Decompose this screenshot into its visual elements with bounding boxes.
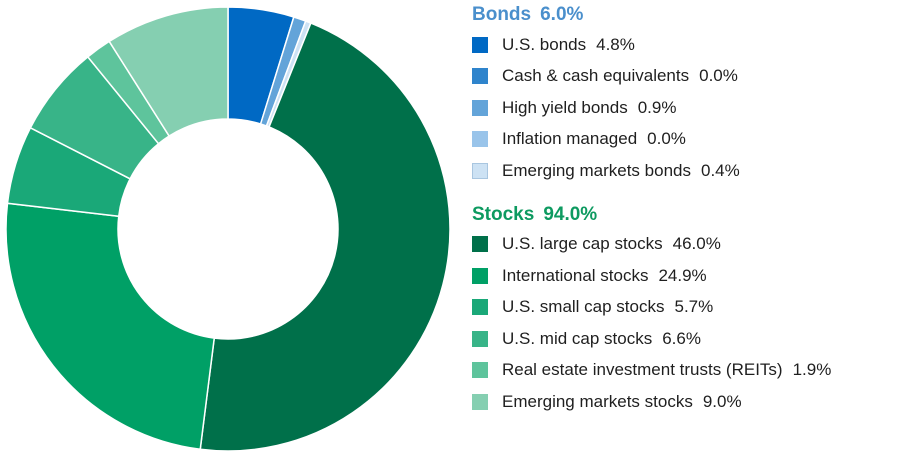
legend-item: Emerging markets bonds 0.4%: [472, 155, 897, 187]
legend-group-stocks: Stocks 94.0%: [472, 201, 897, 229]
donut-chart: [5, 6, 451, 452]
legend-item: U.S. small cap stocks 5.7%: [472, 292, 897, 324]
legend-swatch: [472, 131, 488, 148]
legend-swatch: [472, 362, 488, 379]
legend-item-label: Inflation managed: [502, 129, 638, 149]
legend-item: Cash & cash equivalents 0.0%: [472, 61, 897, 93]
legend-item-value: 0.0%: [699, 66, 738, 86]
legend-item-label: Cash & cash equivalents: [502, 66, 690, 86]
legend-item: High yield bonds 0.9%: [472, 92, 897, 124]
legend-item-label: U.S. large cap stocks: [502, 234, 663, 254]
legend-item-value: 0.4%: [700, 160, 740, 180]
legend-group-name: Stocks: [472, 203, 535, 225]
legend-group-value: 6.0%: [540, 4, 584, 25]
legend-item-value: 46.0%: [672, 234, 721, 254]
legend-item: U.S. large cap stocks 46.0%: [472, 229, 897, 261]
chart-legend: Bonds 6.0% U.S. bonds 4.8% Cash & cash equiv…: [472, 0, 897, 418]
legend-item-value: 5.7%: [674, 297, 714, 317]
legend-item-label: U.S. mid cap stocks: [502, 328, 653, 348]
legend-swatch: [472, 236, 488, 253]
legend-item: Inflation managed 0.0%: [472, 124, 897, 156]
legend-item-value: 9.0%: [702, 391, 742, 411]
legend-swatch: [472, 36, 488, 53]
legend-item-value: 24.9%: [658, 265, 707, 285]
legend-group-bonds: Bonds 6.0%: [472, 1, 897, 29]
legend-item: Emerging markets stocks 9.0%: [472, 386, 897, 418]
legend-item-label: Emerging markets bonds: [502, 160, 691, 180]
legend-item: Real estate investment trusts (REITs) 1.9…: [472, 355, 897, 387]
donut-slice-emerging-markets-stocks: [108, 6, 229, 138]
legend-item-value: 6.6%: [662, 328, 701, 348]
legend-item-label: U.S. small cap stocks: [502, 297, 665, 317]
legend-item-value: 0.9%: [637, 97, 677, 117]
legend-swatch: [472, 162, 488, 179]
legend-item-label: U.S. bonds: [502, 34, 587, 54]
legend-item: U.S. bonds 4.8%: [472, 29, 897, 61]
legend-item-label: Emerging markets stocks: [502, 391, 693, 411]
legend-swatch: [472, 68, 488, 85]
legend-swatch: [472, 393, 488, 410]
legend-item-label: High yield bonds: [502, 97, 628, 117]
donut-slice-u-s-large-cap-stocks: [199, 22, 451, 452]
legend-group-value: 94.0%: [543, 203, 598, 225]
legend-item-value: 0.0%: [647, 129, 686, 149]
legend-item-value: 1.9%: [792, 360, 832, 380]
legend-item-label: International stocks: [502, 265, 649, 285]
legend-swatch: [472, 99, 488, 116]
legend-item-value: 4.8%: [596, 34, 635, 54]
legend-item: U.S. mid cap stocks 6.6%: [472, 323, 897, 355]
legend-swatch: [472, 330, 488, 347]
donut-slice-international-stocks: [5, 202, 216, 451]
legend-swatch: [472, 267, 488, 284]
legend-swatch: [472, 299, 488, 316]
legend-item: International stocks 24.9%: [472, 260, 897, 292]
legend-group-name: Bonds: [472, 4, 532, 25]
legend-item-label: Real estate investment trusts (REITs): [502, 360, 783, 380]
